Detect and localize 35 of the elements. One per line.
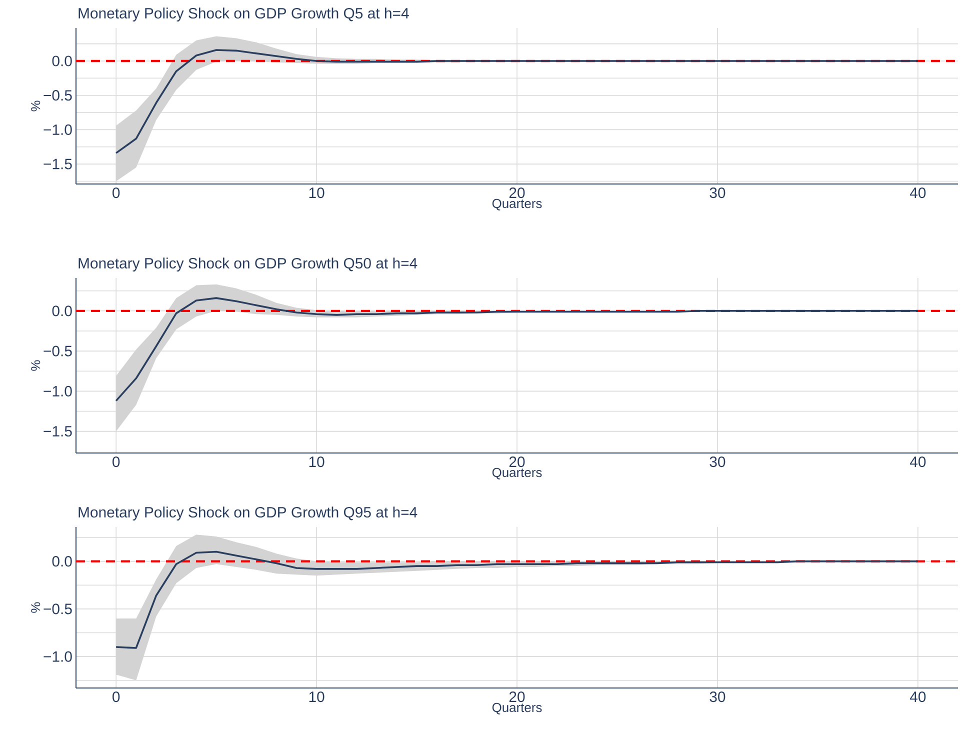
x-tick-label: 20 (509, 456, 525, 468)
x-tick-label: 10 (309, 188, 324, 198)
y-tick-label: −0.5 (44, 90, 72, 101)
y-tick-label: 0.0 (52, 56, 72, 66)
y-tick-label: −1.0 (44, 124, 72, 135)
x-tick-label: 20 (509, 692, 525, 702)
x-tick-label: 0 (112, 188, 120, 198)
chart-title: Monetary Policy Shock on GDP Growth Q95 at h=4 (78, 506, 418, 520)
x-axis-title: Quarters (492, 468, 542, 480)
x-tick-label: 40 (910, 692, 926, 702)
y-axis-title: % (31, 360, 40, 371)
x-tick-label: 0 (112, 456, 120, 468)
y-tick-label: −1.5 (44, 158, 72, 170)
y-tick-label: −1.0 (44, 386, 72, 396)
x-tick-label: 40 (910, 188, 926, 198)
x-tick-label: 20 (509, 188, 525, 198)
x-tick-label: 30 (710, 188, 726, 198)
y-tick-label: 0.0 (52, 306, 72, 316)
y-axis-title: % (31, 100, 40, 112)
x-tick-label: 30 (710, 456, 726, 468)
y-tick-label: −0.5 (44, 604, 72, 614)
x-tick-label: 40 (910, 456, 926, 468)
x-tick-label: 10 (309, 456, 324, 468)
x-tick-label: 0 (112, 692, 120, 702)
x-tick-label: 30 (710, 692, 726, 702)
y-tick-label: −1.5 (44, 426, 72, 437)
x-tick-label: 10 (309, 692, 324, 702)
y-tick-label: 0.0 (52, 556, 72, 567)
x-axis-title: Quarters (492, 198, 542, 210)
x-axis-title: Quarters (492, 702, 542, 714)
chart-title: Monetary Policy Shock on GDP Growth Q5 at h=4 (78, 8, 409, 22)
chart-title: Monetary Policy Shock on GDP Growth Q50 at h=4 (78, 258, 418, 272)
y-tick-label: −1.0 (44, 651, 72, 662)
y-axis-title: % (31, 602, 40, 613)
y-tick-label: −0.5 (44, 346, 72, 356)
